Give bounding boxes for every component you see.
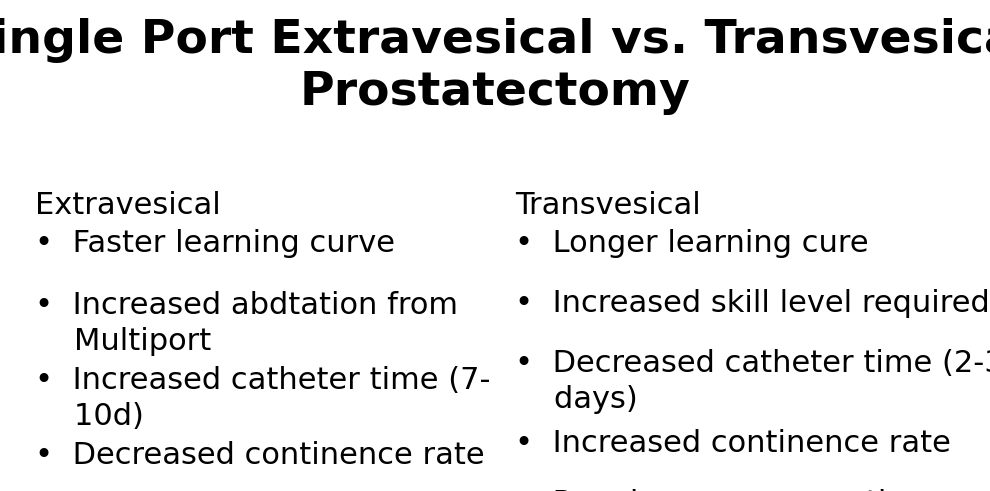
Text: •  Faster learning curve: • Faster learning curve: [35, 229, 395, 258]
Text: •  Requires surgeon patience: • Requires surgeon patience: [515, 489, 960, 491]
Text: •  Increased catheter time (7-
    10d): • Increased catheter time (7- 10d): [35, 366, 490, 431]
Text: •  Decreased continence rate: • Decreased continence rate: [35, 441, 485, 470]
Text: •  Decreased catheter time (2-3
    days): • Decreased catheter time (2-3 days): [515, 349, 990, 414]
Text: •  Increased abdtation from
    Multiport: • Increased abdtation from Multiport: [35, 291, 458, 356]
Text: Single Port Extravesical vs. Transvesical: Single Port Extravesical vs. Transvesica…: [0, 18, 990, 63]
Text: •  Increased skill level required: • Increased skill level required: [515, 289, 990, 318]
Text: Extravesical: Extravesical: [35, 191, 221, 220]
Text: Transvesical: Transvesical: [515, 191, 701, 220]
Text: •  Longer learning cure: • Longer learning cure: [515, 229, 868, 258]
Text: •  Increased continence rate: • Increased continence rate: [515, 429, 950, 458]
Text: Prostatectomy: Prostatectomy: [300, 70, 690, 115]
